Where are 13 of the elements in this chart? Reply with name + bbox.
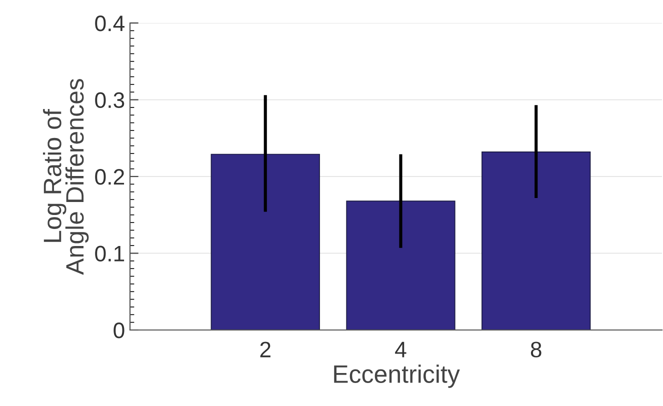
- y-axis-title: Log Ratio of Angle Differences: [42, 78, 89, 275]
- y-tick-label: 0.1: [95, 246, 124, 262]
- y-tick-label: 0.2: [95, 169, 124, 185]
- x-axis-title: Eccentricity: [334, 364, 460, 388]
- bar: [482, 152, 591, 330]
- y-tick-label: 0.3: [95, 92, 124, 108]
- bar: [210, 154, 320, 330]
- y-tick-label: 0.4: [95, 16, 124, 32]
- x-tick-label: 8: [530, 342, 542, 358]
- x-tick-label: 2: [260, 342, 270, 358]
- x-tick-label: 4: [395, 342, 406, 358]
- bar: [346, 200, 456, 330]
- y-tick-label: 0: [114, 322, 124, 338]
